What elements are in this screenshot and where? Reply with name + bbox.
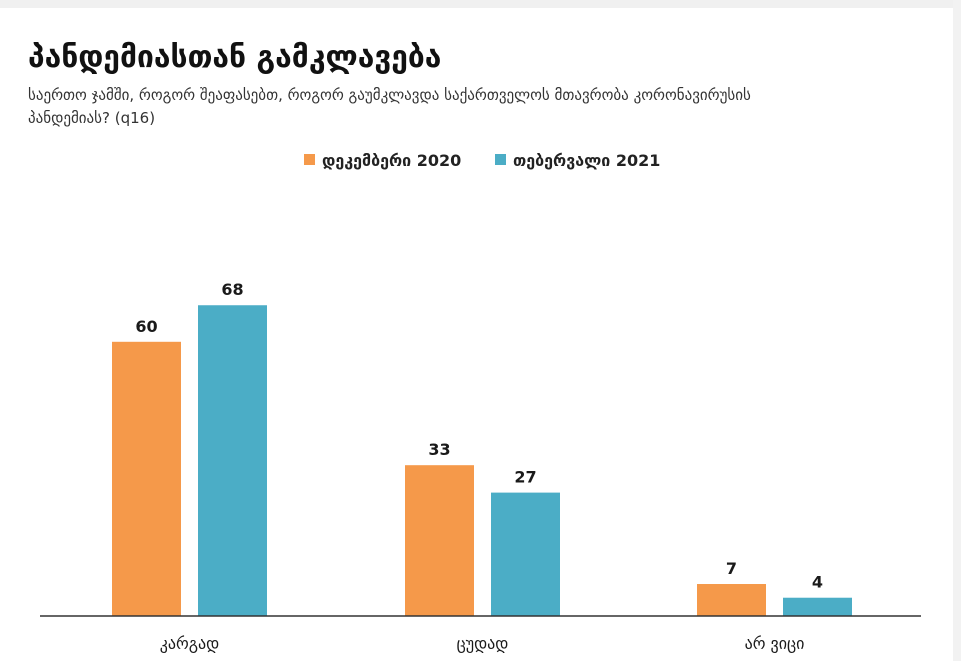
bar-value-label: 27: [514, 468, 536, 487]
top-frame-strip: [0, 0, 961, 8]
category-label: კარგად: [160, 634, 220, 653]
category-label: ცუდად: [457, 634, 509, 653]
bar-value-label: 33: [428, 440, 450, 459]
right-frame-strip: [953, 0, 961, 661]
bar: [112, 341, 181, 616]
bar: [697, 584, 766, 616]
bar: [198, 305, 267, 616]
bar: [491, 492, 560, 616]
bar-value-label: 7: [726, 559, 737, 578]
bar-value-label: 60: [135, 317, 157, 336]
bar-value-label: 4: [812, 573, 823, 592]
legend-swatch: [495, 154, 506, 165]
bar-value-label: 68: [221, 280, 243, 299]
legend-label: დეკემბერი 2020: [322, 151, 461, 170]
chart-title: პანდემიასთან გამკლავება: [28, 40, 442, 75]
chart-subtitle: საერთო ჯამში, როგორ შეაფასებთ, როგორ გაუ…: [28, 86, 751, 127]
bar: [405, 465, 474, 616]
category-label: არ ვიცი: [745, 634, 805, 653]
legend-label: თებერვალი 2021: [513, 151, 660, 170]
legend-swatch: [304, 154, 315, 165]
bar: [783, 597, 852, 616]
